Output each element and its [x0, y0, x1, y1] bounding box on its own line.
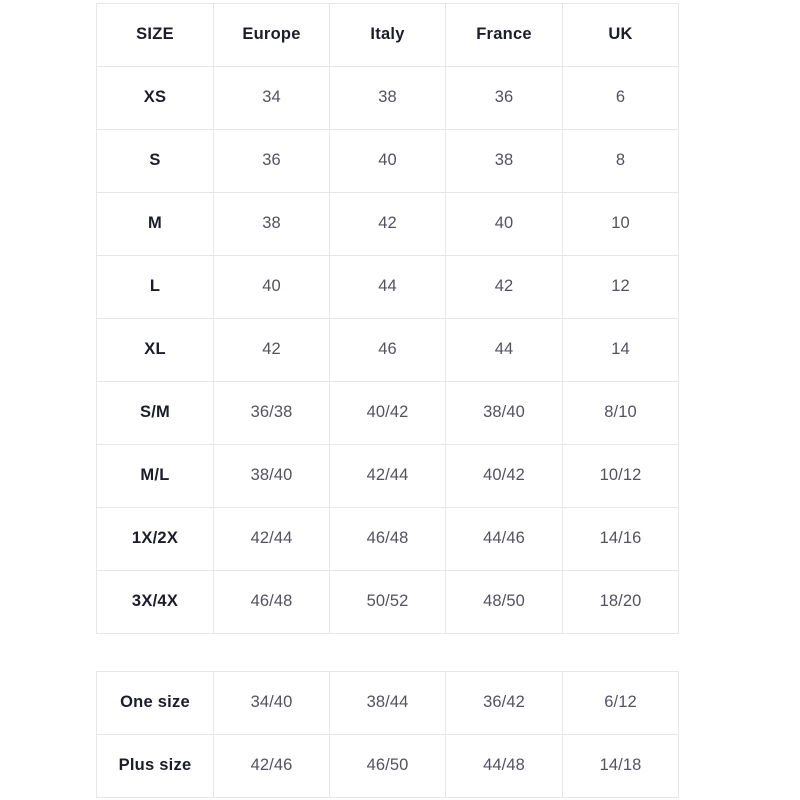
europe-value: 38 — [213, 192, 330, 256]
france-value: 38 — [445, 129, 563, 193]
uk-value: 18/20 — [562, 570, 679, 634]
table-separator-gap — [96, 634, 678, 671]
france-value: 40/42 — [445, 444, 563, 508]
europe-value: 34/40 — [213, 671, 330, 735]
size-label: XL — [96, 318, 214, 382]
europe-value: 42/46 — [213, 734, 330, 798]
italy-value: 50/52 — [329, 570, 446, 634]
table-row: One size 34/40 38/44 36/42 6/12 — [96, 671, 679, 735]
size-label: Plus size — [96, 734, 214, 798]
table-row: M 38 42 40 10 — [96, 192, 679, 256]
uk-value: 12 — [562, 255, 679, 319]
size-label: 1X/2X — [96, 507, 214, 571]
europe-value: 42 — [213, 318, 330, 382]
uk-value: 6 — [562, 66, 679, 130]
table-row: 3X/4X 46/48 50/52 48/50 18/20 — [96, 570, 679, 634]
europe-value: 42/44 — [213, 507, 330, 571]
international-size-conversion-table: SIZE Europe Italy France UK XS 34 38 36 … — [96, 3, 679, 634]
size-label: M — [96, 192, 214, 256]
italy-value: 38/44 — [329, 671, 446, 735]
italy-value: 44 — [329, 255, 446, 319]
size-label: L — [96, 255, 214, 319]
europe-value: 36/38 — [213, 381, 330, 445]
size-label: XS — [96, 66, 214, 130]
secondary-table-body: One size 34/40 38/44 36/42 6/12 Plus siz… — [96, 671, 679, 798]
uk-value: 8/10 — [562, 381, 679, 445]
table-row: L 40 44 42 12 — [96, 255, 679, 319]
table-row: S 36 40 38 8 — [96, 129, 679, 193]
table-row: 1X/2X 42/44 46/48 44/46 14/16 — [96, 507, 679, 571]
europe-value: 36 — [213, 129, 330, 193]
table-row: XS 34 38 36 6 — [96, 66, 679, 130]
column-header-italy: Italy — [329, 3, 446, 67]
france-value: 44 — [445, 318, 563, 382]
one-size-plus-size-table: One size 34/40 38/44 36/42 6/12 Plus siz… — [96, 671, 679, 798]
uk-value: 14 — [562, 318, 679, 382]
italy-value: 40 — [329, 129, 446, 193]
italy-value: 42 — [329, 192, 446, 256]
uk-value: 10 — [562, 192, 679, 256]
italy-value: 46 — [329, 318, 446, 382]
uk-value: 14/16 — [562, 507, 679, 571]
france-value: 44/48 — [445, 734, 563, 798]
table-body: XS 34 38 36 6 S 36 40 38 8 M 38 42 40 10 — [96, 66, 679, 634]
france-value: 36/42 — [445, 671, 563, 735]
italy-value: 42/44 — [329, 444, 446, 508]
table-row: Plus size 42/46 46/50 44/48 14/18 — [96, 734, 679, 798]
italy-value: 46/50 — [329, 734, 446, 798]
france-value: 42 — [445, 255, 563, 319]
europe-value: 46/48 — [213, 570, 330, 634]
table-row: M/L 38/40 42/44 40/42 10/12 — [96, 444, 679, 508]
europe-value: 34 — [213, 66, 330, 130]
column-header-france: France — [445, 3, 563, 67]
france-value: 38/40 — [445, 381, 563, 445]
size-label: S — [96, 129, 214, 193]
size-label: 3X/4X — [96, 570, 214, 634]
column-header-europe: Europe — [213, 3, 330, 67]
size-chart-container: SIZE Europe Italy France UK XS 34 38 36 … — [96, 3, 679, 798]
france-value: 40 — [445, 192, 563, 256]
uk-value: 8 — [562, 129, 679, 193]
table-header: SIZE Europe Italy France UK — [96, 3, 679, 67]
uk-value: 6/12 — [562, 671, 679, 735]
uk-value: 14/18 — [562, 734, 679, 798]
table-row: S/M 36/38 40/42 38/40 8/10 — [96, 381, 679, 445]
column-header-size: SIZE — [96, 3, 214, 67]
europe-value: 38/40 — [213, 444, 330, 508]
france-value: 48/50 — [445, 570, 563, 634]
size-label: M/L — [96, 444, 214, 508]
italy-value: 46/48 — [329, 507, 446, 571]
column-header-uk: UK — [562, 3, 679, 67]
table-header-row: SIZE Europe Italy France UK — [96, 3, 679, 67]
france-value: 36 — [445, 66, 563, 130]
italy-value: 38 — [329, 66, 446, 130]
table-row: XL 42 46 44 14 — [96, 318, 679, 382]
uk-value: 10/12 — [562, 444, 679, 508]
size-label: S/M — [96, 381, 214, 445]
italy-value: 40/42 — [329, 381, 446, 445]
france-value: 44/46 — [445, 507, 563, 571]
europe-value: 40 — [213, 255, 330, 319]
size-label: One size — [96, 671, 214, 735]
